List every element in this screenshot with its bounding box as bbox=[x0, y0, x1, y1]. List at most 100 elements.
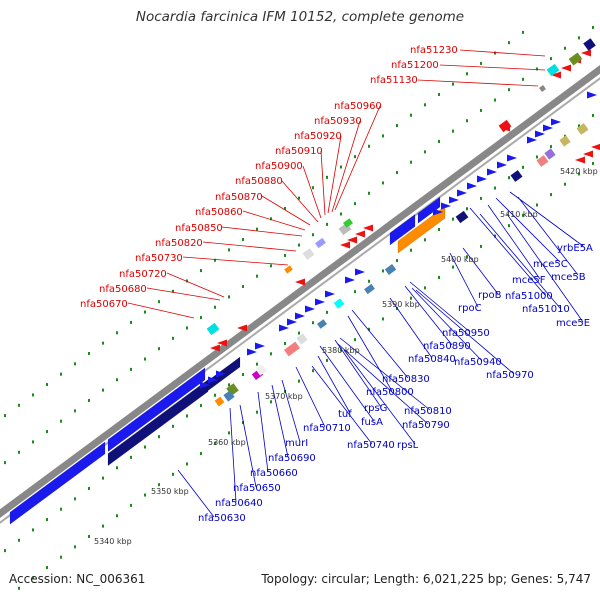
guide-dot bbox=[480, 244, 482, 248]
guide-dot bbox=[242, 285, 244, 289]
leader-line bbox=[469, 207, 546, 296]
guide-dot bbox=[46, 430, 48, 434]
forward-gene-icon bbox=[208, 376, 218, 384]
leader-line bbox=[347, 315, 393, 392]
gene-label: nfa50650 bbox=[233, 483, 281, 494]
gene-label: nfa50900 bbox=[255, 161, 303, 172]
leader-line bbox=[311, 365, 373, 445]
guide-dot bbox=[312, 233, 314, 237]
guide-dot bbox=[578, 172, 580, 176]
forward-gene-icon bbox=[345, 276, 355, 284]
reverse-gene-icon bbox=[210, 344, 220, 352]
forward-gene-icon bbox=[487, 168, 497, 176]
gene-label: tuf bbox=[338, 409, 352, 420]
guide-dot bbox=[32, 440, 34, 444]
scale-label: 5370 kbp bbox=[265, 392, 303, 401]
guide-dot bbox=[340, 165, 342, 169]
leader-line bbox=[334, 339, 382, 408]
guide-dot bbox=[130, 320, 132, 324]
gene-label: nfa50840 bbox=[408, 354, 456, 365]
guide-dot bbox=[158, 347, 160, 351]
dotted-guides bbox=[4, 26, 594, 590]
guide-dot bbox=[186, 462, 188, 466]
guide-dot bbox=[74, 545, 76, 549]
guide-dot bbox=[424, 150, 426, 154]
gene-block bbox=[576, 123, 589, 135]
guide-dot bbox=[438, 139, 440, 143]
guide-dot bbox=[298, 196, 300, 200]
guide-dot bbox=[508, 41, 510, 45]
guide-dot bbox=[270, 264, 272, 268]
leader-line bbox=[146, 287, 221, 301]
gene-label: mce5C bbox=[533, 259, 568, 270]
guide-dot bbox=[340, 212, 342, 216]
forward-gene-icon bbox=[279, 324, 289, 332]
leader-line bbox=[417, 79, 539, 87]
gene-label: rpoB bbox=[478, 290, 502, 301]
guide-dot bbox=[158, 483, 160, 487]
gene-label: nfa50960 bbox=[334, 101, 382, 112]
guide-dot bbox=[298, 243, 300, 247]
gene-block bbox=[223, 390, 235, 402]
leader-line bbox=[281, 180, 319, 223]
reverse-gene-icon bbox=[575, 156, 585, 164]
guide-dot bbox=[522, 30, 524, 34]
gene-block bbox=[317, 319, 327, 329]
gene-label: nfa50860 bbox=[195, 207, 243, 218]
guide-dot bbox=[214, 441, 216, 445]
forward-gene-icon bbox=[441, 202, 451, 210]
gene-label: nfa50720 bbox=[119, 269, 167, 280]
gene-label: nfa51200 bbox=[391, 60, 439, 71]
guide-dot bbox=[18, 586, 20, 590]
forward-gene-icon bbox=[527, 136, 537, 144]
guide-dot bbox=[368, 144, 370, 148]
gene-label: rpoC bbox=[458, 303, 482, 314]
reverse-gene-icon bbox=[237, 324, 247, 332]
guide-dot bbox=[116, 514, 118, 518]
leader-line bbox=[202, 241, 297, 252]
guide-dot bbox=[60, 507, 62, 511]
guide-dot bbox=[508, 224, 510, 228]
accession-text: Accession: NC_006361 bbox=[9, 572, 146, 586]
guide-dot bbox=[438, 275, 440, 279]
leader-line bbox=[487, 204, 541, 280]
guide-dot bbox=[452, 129, 454, 133]
leader-line bbox=[411, 287, 483, 362]
gene-label: nfa50870 bbox=[215, 192, 263, 203]
forward-gene-icon bbox=[587, 91, 597, 99]
guide-dot bbox=[480, 196, 482, 200]
reverse-gene-icon bbox=[551, 71, 561, 79]
guide-dot bbox=[186, 326, 188, 330]
guide-dot bbox=[172, 289, 174, 293]
guide-dot bbox=[354, 290, 356, 294]
guide-dot bbox=[214, 305, 216, 309]
reverse-gene-icon bbox=[340, 241, 350, 249]
guide-dot bbox=[270, 400, 272, 404]
guide-dot bbox=[494, 234, 496, 238]
reverse-gene-icon bbox=[347, 236, 357, 244]
gene-label: mce5E bbox=[556, 318, 590, 329]
leader-line bbox=[449, 252, 479, 308]
guide-dot bbox=[536, 155, 538, 159]
leader-line bbox=[295, 366, 326, 428]
guide-dot bbox=[536, 203, 538, 207]
gene-bar bbox=[417, 196, 441, 224]
gene-block bbox=[364, 283, 375, 295]
guide-dot bbox=[242, 373, 244, 377]
gene-bar bbox=[389, 214, 416, 246]
gene-label: nfa50790 bbox=[402, 420, 450, 431]
gene-label: nfa50850 bbox=[175, 223, 223, 234]
scale-label: 5420 kbp bbox=[560, 167, 598, 176]
leader-line bbox=[495, 197, 561, 263]
forward-gene-icon bbox=[305, 305, 315, 313]
guide-dot bbox=[228, 431, 230, 435]
guide-dot bbox=[410, 160, 412, 164]
reverse-gene-icon bbox=[583, 150, 593, 158]
label-leader-lines bbox=[127, 49, 584, 518]
leader-line bbox=[415, 289, 515, 375]
scale-label: 5400 kbp bbox=[441, 255, 479, 264]
gene-label: rpsL bbox=[397, 440, 419, 451]
gene-block bbox=[539, 85, 546, 92]
leader-line bbox=[242, 210, 306, 231]
guide-dot bbox=[494, 51, 496, 55]
